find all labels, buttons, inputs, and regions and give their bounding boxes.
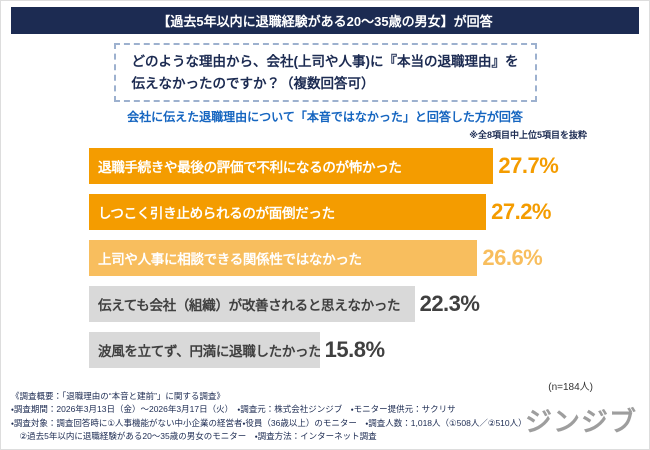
bar: 退職手続きや最後の評価で不利になるのが怖かった [89, 148, 494, 185]
survey-target2-method: ②過去5年以内に退職経験がある20〜35歳の男女のモニター ・調査方法：インター… [11, 430, 377, 441]
bar-row: 上司や人事に相談できる関係性ではなかった 26.6% [89, 240, 649, 277]
question-box-wrap: どのような理由から、会社(上司や人事)に『本当の退職理由』を 伝えなかったのです… [1, 43, 649, 103]
bar: 上司や人事に相談できる関係性ではなかった [89, 240, 478, 277]
bar-label: 退職手続きや最後の評価で不利になるのが怖かった [98, 160, 402, 176]
question-line-1: どのような理由から、会社(上司や人事)に『本当の退職理由』を [131, 54, 519, 69]
bar-value: 27.7% [498, 153, 559, 179]
bar-value: 15.8% [324, 337, 385, 363]
bar-row: 伝えても会社（組織）が改善されると思えなかった 22.3% [89, 286, 649, 323]
bar-chart: 退職手続きや最後の評価で不利になるのが怖かった 27.7% しつこく引き止められ… [89, 148, 649, 369]
bar-row: しつこく引き止められるのが面倒だった 27.2% [89, 194, 649, 231]
bar: しつこく引き止められるのが面倒だった [89, 194, 487, 231]
respondent-banner: 【過去5年以内に退職経験がある20〜35歳の男女】が回答 [11, 7, 639, 34]
bar-label: 波風を立てず、円満に退職したかった [98, 344, 320, 360]
bar-value: 26.6% [482, 245, 543, 271]
bar-label: 伝えても会社（組織）が改善されると思えなかった [98, 298, 401, 314]
survey-overview-title: 《調査概要：「退職理由の“本音と建前”」に関する調査》 [11, 391, 225, 402]
bar-row: 波風を立てず、円満に退職したかった 15.8% [89, 332, 649, 369]
bar-value: 27.2% [491, 199, 551, 225]
question-box: どのような理由から、会社(上司や人事)に『本当の退職理由』を 伝えなかったのです… [113, 43, 537, 103]
sample-size: (n=184人) [548, 382, 593, 394]
bar: 波風を立てず、円満に退職したかった [89, 332, 320, 369]
bar-label: しつこく引き止められるのが面倒だった [98, 206, 335, 222]
bar-value: 22.3% [419, 291, 480, 317]
chart-subtitle: 会社に伝えた退職理由について「本音ではなかった」と回答した方が回答 [127, 110, 523, 125]
bar-row: 退職手続きや最後の評価で不利になるのが怖かった 27.7% [89, 148, 649, 185]
jinjib-logo: ジンジブ [525, 407, 637, 437]
survey-period-source: ・調査期間：2026年3月13日（金）〜2026年3月17日（火） ・調査元：株… [11, 404, 456, 415]
excerpt-note: ※全8項目中上位5項目を抜粋 [469, 130, 587, 141]
survey-target-count: ・調査対象：調査回答時に①人事機能がない中小企業の経営者・役員（36歳以上）のモ… [11, 417, 527, 428]
survey-overview: 《調査概要：「退職理由の“本音と建前”」に関する調査》 ・調査期間：2026年3… [11, 390, 537, 443]
question-line-2: 伝えなかったのですか？（複数回答可） [131, 75, 375, 91]
bar: 伝えても会社（組織）が改善されると思えなかった [89, 286, 415, 323]
bar-label: 上司や人事に相談できる関係性ではなかった [98, 252, 362, 268]
